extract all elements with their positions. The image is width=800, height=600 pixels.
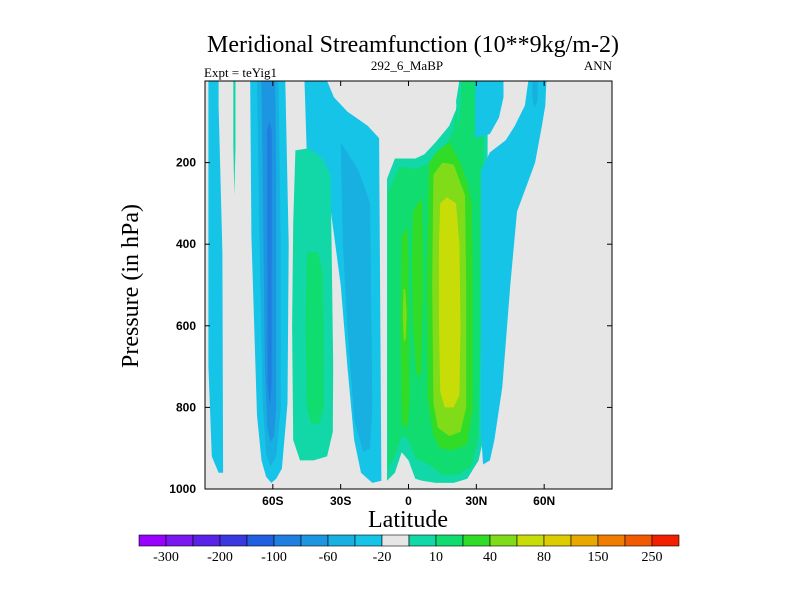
colorbar-label: 40 xyxy=(483,550,497,565)
y-tick-label: 200 xyxy=(176,156,196,170)
x-tick-label: 0 xyxy=(405,494,412,508)
case-label: 292_6_MaBP xyxy=(371,58,443,73)
y-tick-label: 600 xyxy=(176,319,196,333)
colorbar-swatch xyxy=(219,534,248,547)
colorbar-swatch xyxy=(192,534,221,547)
colorbar-swatch xyxy=(165,534,194,547)
x-tick-label: 60S xyxy=(262,494,283,508)
colorbar-swatch xyxy=(597,534,626,547)
colorbar-label: -60 xyxy=(319,550,338,565)
contour-region-22 xyxy=(532,81,538,108)
contour-region-10 xyxy=(305,252,324,424)
x-tick-label: 30N xyxy=(465,494,487,508)
colorbar-label: 10 xyxy=(429,550,443,565)
x-tick-label: 30S xyxy=(330,494,351,508)
colorbar-swatch xyxy=(408,534,437,547)
colorbar-swatch xyxy=(246,534,275,547)
colorbar-swatch xyxy=(138,534,167,547)
experiment-label: Expt = teYig1 xyxy=(204,65,277,80)
contour-region-21 xyxy=(480,81,547,465)
colorbar-swatch xyxy=(273,534,302,547)
contour-region-5 xyxy=(233,81,236,196)
contour-region-7 xyxy=(340,142,373,453)
x-axis: 60S 30S 0 30N 60N xyxy=(262,81,555,508)
colorbar-swatch xyxy=(327,534,356,547)
colorbar-label: 150 xyxy=(588,550,609,565)
y-tick-label: 1000 xyxy=(169,482,196,496)
colorbar-label: -200 xyxy=(207,550,233,565)
y-tick-label: 400 xyxy=(176,237,196,251)
colorbar-swatch xyxy=(435,534,464,547)
contour-region-14 xyxy=(411,199,424,375)
contour-region-8 xyxy=(314,81,320,126)
y-tick-label: 800 xyxy=(176,400,196,414)
colorbar-swatch xyxy=(624,534,653,547)
contour-region-20 xyxy=(475,81,504,139)
colorbar-swatch xyxy=(489,534,518,547)
contour-region-16 xyxy=(402,289,407,343)
colorbar xyxy=(138,534,680,547)
colorbar-swatch xyxy=(651,534,680,547)
colorbar-swatch xyxy=(300,534,329,547)
contour-region-18 xyxy=(439,197,461,408)
colorbar-swatch xyxy=(516,534,545,547)
colorbar-swatch xyxy=(570,534,599,547)
colorbar-swatch xyxy=(381,534,410,547)
colorbar-label: 80 xyxy=(537,550,551,565)
y-axis: 200 400 600 800 1000 xyxy=(169,156,612,496)
colorbar-swatch xyxy=(354,534,383,547)
contour-region-0 xyxy=(208,81,224,473)
contour-fill-group xyxy=(208,81,547,483)
colorbar-label: -20 xyxy=(373,550,392,565)
colorbar-labels: -300 -200 -100 -60 -20 10 40 80 150 250 xyxy=(153,550,662,565)
contour-region-4 xyxy=(267,121,272,408)
colorbar-swatch xyxy=(462,534,491,547)
x-tick-label: 60N xyxy=(533,494,555,508)
x-axis-label: Latitude xyxy=(368,507,448,533)
colorbar-swatch xyxy=(543,534,572,547)
y-axis-label: Pressure (in hPa) xyxy=(118,204,144,368)
chart-title: Meridional Streamfunction (10**9kg/m-2) xyxy=(207,32,619,58)
season-label: ANN xyxy=(584,58,613,73)
colorbar-label: -300 xyxy=(153,550,179,565)
colorbar-label: -100 xyxy=(261,550,287,565)
contour-region-19 xyxy=(456,81,462,126)
colorbar-label: 250 xyxy=(642,550,663,565)
